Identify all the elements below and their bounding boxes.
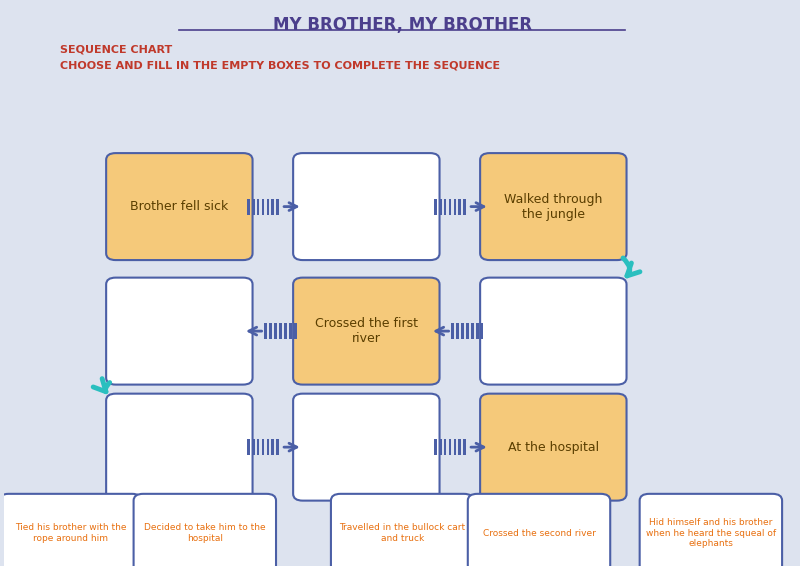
- Bar: [449, 439, 451, 455]
- FancyBboxPatch shape: [293, 394, 439, 500]
- Bar: [481, 323, 483, 339]
- Text: MY BROTHER, MY BROTHER: MY BROTHER, MY BROTHER: [273, 16, 532, 34]
- Bar: [476, 323, 478, 339]
- FancyBboxPatch shape: [293, 278, 439, 385]
- Bar: [271, 199, 274, 215]
- Bar: [271, 439, 274, 455]
- FancyBboxPatch shape: [640, 494, 782, 566]
- Bar: [276, 199, 279, 215]
- Text: Crossed the first
river: Crossed the first river: [315, 317, 418, 345]
- FancyBboxPatch shape: [468, 494, 610, 566]
- Bar: [284, 323, 286, 339]
- Bar: [444, 439, 446, 455]
- Text: Walked through
the jungle: Walked through the jungle: [504, 192, 602, 221]
- Bar: [451, 323, 454, 339]
- Bar: [252, 199, 254, 215]
- Text: CHOOSE AND FILL IN THE EMPTY BOXES TO COMPLETE THE SEQUENCE: CHOOSE AND FILL IN THE EMPTY BOXES TO CO…: [60, 60, 500, 70]
- Bar: [462, 323, 464, 339]
- Text: Brother fell sick: Brother fell sick: [130, 200, 229, 213]
- Text: Travelled in the bullock cart
and truck: Travelled in the bullock cart and truck: [339, 524, 466, 543]
- Text: At the hospital: At the hospital: [508, 441, 599, 453]
- Bar: [458, 439, 461, 455]
- Bar: [279, 323, 282, 339]
- FancyBboxPatch shape: [480, 394, 626, 500]
- Bar: [247, 199, 250, 215]
- Text: Hid himself and his brother
when he heard the squeal of
elephants: Hid himself and his brother when he hear…: [646, 518, 776, 548]
- Bar: [270, 323, 272, 339]
- FancyBboxPatch shape: [134, 494, 276, 566]
- Bar: [434, 439, 437, 455]
- Bar: [454, 439, 456, 455]
- Bar: [449, 199, 451, 215]
- Bar: [276, 439, 279, 455]
- FancyBboxPatch shape: [0, 494, 142, 566]
- Bar: [266, 439, 270, 455]
- FancyBboxPatch shape: [106, 153, 253, 260]
- Text: Tied his brother with the
rope around him: Tied his brother with the rope around hi…: [14, 524, 126, 543]
- Bar: [454, 199, 456, 215]
- Bar: [458, 199, 461, 215]
- FancyBboxPatch shape: [293, 153, 439, 260]
- Bar: [247, 439, 250, 455]
- Bar: [257, 439, 259, 455]
- Bar: [294, 323, 297, 339]
- Bar: [471, 323, 474, 339]
- Bar: [463, 199, 466, 215]
- Bar: [463, 439, 466, 455]
- Bar: [252, 439, 254, 455]
- Bar: [262, 439, 264, 455]
- Bar: [257, 199, 259, 215]
- Bar: [289, 323, 292, 339]
- Bar: [439, 439, 442, 455]
- Bar: [262, 199, 264, 215]
- Bar: [439, 199, 442, 215]
- FancyBboxPatch shape: [480, 278, 626, 385]
- FancyBboxPatch shape: [331, 494, 474, 566]
- Bar: [466, 323, 469, 339]
- Bar: [266, 199, 270, 215]
- FancyBboxPatch shape: [480, 153, 626, 260]
- Text: Decided to take him to the
hospital: Decided to take him to the hospital: [144, 524, 266, 543]
- Bar: [274, 323, 277, 339]
- Bar: [434, 199, 437, 215]
- Text: SEQUENCE CHART: SEQUENCE CHART: [60, 45, 172, 55]
- FancyBboxPatch shape: [106, 394, 253, 500]
- FancyBboxPatch shape: [106, 278, 253, 385]
- Bar: [265, 323, 267, 339]
- Bar: [444, 199, 446, 215]
- Bar: [456, 323, 459, 339]
- Text: Crossed the second river: Crossed the second river: [482, 529, 595, 538]
